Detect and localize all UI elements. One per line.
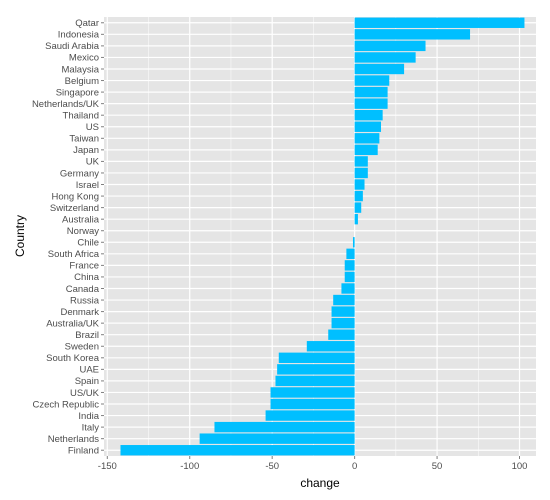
y-tick-label: Netherlands (48, 434, 99, 445)
y-tick-label: Norway (67, 226, 99, 237)
bar-malaysia (354, 63, 405, 75)
bar-denmark (331, 306, 355, 317)
y-tick-label: Thailand (63, 110, 99, 121)
bar-hong-kong (354, 190, 363, 202)
bar-us (354, 121, 382, 132)
bar-belgium (354, 75, 390, 86)
bar-uae (277, 364, 355, 375)
bars (101, 17, 525, 456)
y-tick-label: Netherlands/UK (32, 99, 100, 110)
bar-uk (354, 156, 368, 167)
y-tick-label: South Africa (48, 249, 100, 260)
bar-saudi-arabia (354, 40, 426, 52)
bar-switzerland (354, 202, 362, 213)
x-tick-label: 100 (512, 461, 528, 472)
x-axis-title: change (300, 476, 340, 490)
y-tick-label: Japan (73, 145, 99, 156)
y-tick-label: Indonesia (58, 30, 100, 41)
bar-israel (354, 179, 365, 190)
y-tick-label: Chile (77, 238, 99, 249)
y-tick-label: Germany (60, 168, 99, 179)
y-tick-label: Australia/UK (46, 318, 99, 329)
bar-japan (354, 144, 378, 156)
bar-chile (352, 237, 355, 248)
x-tick-labels: -150 -100 -50 0 50 100 (98, 456, 528, 472)
y-tick-label: Czech Republic (32, 399, 99, 410)
y-tick-label: Canada (66, 284, 100, 295)
y-tick-label: Hong Kong (51, 191, 99, 202)
bar-germany (354, 167, 368, 179)
y-tick-label: Russia (70, 295, 100, 306)
bar-australia-uk (331, 317, 355, 329)
x-tick-label: 0 (352, 461, 357, 472)
bar-thailand (354, 109, 383, 121)
y-tick-label: Belgium (65, 76, 99, 87)
y-tick-label: Qatar (75, 18, 99, 29)
y-tick-label: China (74, 272, 100, 283)
y-tick-label: Switzerland (50, 203, 99, 214)
bar-taiwan (354, 133, 380, 144)
y-tick-label: Saudi Arabia (45, 41, 100, 52)
bar-indonesia (354, 29, 471, 40)
y-tick-label: UK (86, 157, 100, 168)
y-tick-label: Sweden (65, 342, 99, 353)
y-tick-label: Malaysia (62, 64, 100, 75)
bar-sweden (306, 341, 355, 352)
y-tick-label: Italy (82, 422, 100, 433)
bar-canada (341, 283, 355, 294)
y-tick-label: Israel (76, 180, 99, 191)
bar-italy (214, 421, 355, 433)
bar-finland (120, 445, 355, 456)
bar-australia (354, 213, 358, 225)
y-tick-label: India (78, 411, 99, 422)
bar-netherlands (199, 433, 355, 444)
bar-south-africa (346, 248, 355, 260)
bar-brazil (328, 329, 355, 340)
bar-singapore (354, 86, 388, 98)
bar-russia (333, 294, 355, 306)
y-tick-label: Australia (62, 214, 100, 225)
x-tick-label: -50 (265, 461, 279, 472)
y-tick-label: UAE (79, 365, 99, 376)
x-tick-label: -150 (98, 461, 117, 472)
bar-spain (275, 375, 355, 387)
y-tick-label: South Korea (46, 353, 100, 364)
bar-south-korea (278, 352, 355, 364)
y-tick-label: Finland (68, 446, 99, 457)
y-tick-label: France (69, 261, 99, 272)
y-tick-label: Singapore (56, 87, 99, 98)
bar-india (265, 410, 355, 421)
y-tick-label: Mexico (69, 53, 99, 64)
bar-netherlands-uk (354, 98, 388, 109)
bar-czech-republic (270, 398, 355, 410)
y-tick-label: Brazil (75, 330, 99, 341)
x-tick-label: 50 (432, 461, 443, 472)
y-tick-label: Taiwan (69, 134, 99, 145)
y-tick-label: US/UK (70, 388, 100, 399)
bar-mexico (354, 52, 416, 63)
bar-france (344, 260, 355, 271)
bar-qatar (354, 17, 525, 28)
y-axis-title: Country (13, 215, 27, 257)
x-tick-label: -100 (180, 461, 199, 472)
y-tick-label: Denmark (60, 307, 99, 318)
bar-china (344, 271, 355, 283)
y-tick-label: Spain (75, 376, 99, 387)
bar-us-uk (270, 387, 355, 398)
y-tick-label: US (86, 122, 99, 133)
